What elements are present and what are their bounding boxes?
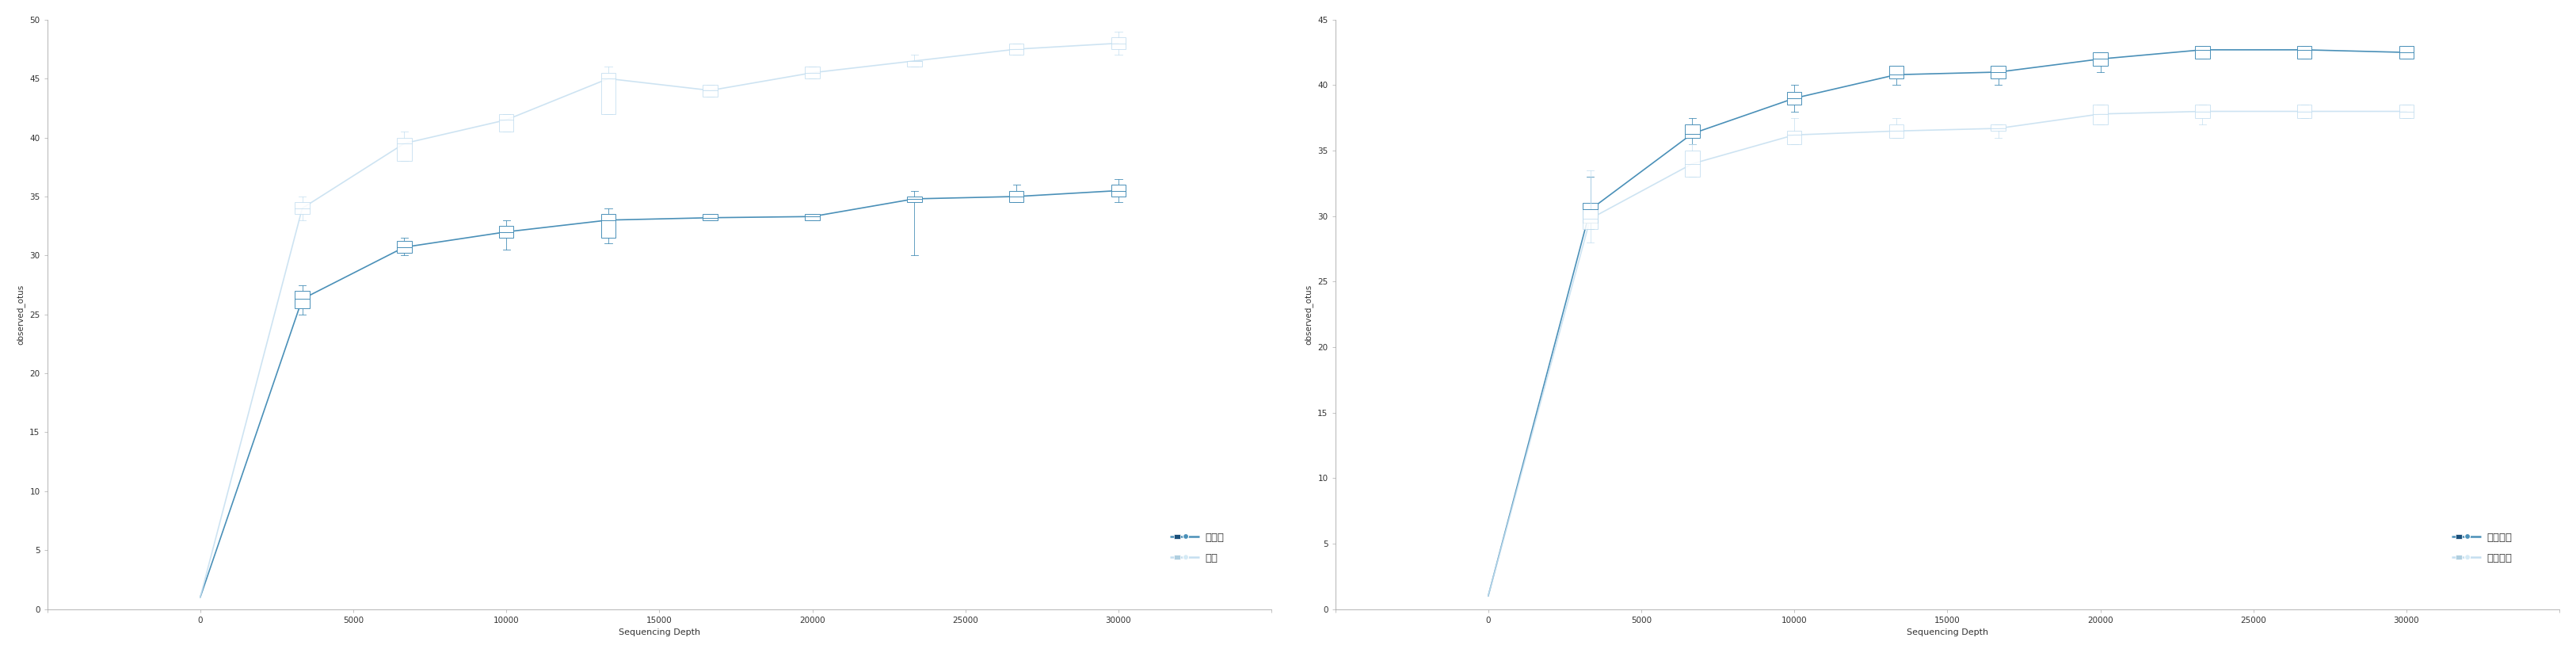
Y-axis label: observed_otus: observed_otus (15, 284, 26, 345)
FancyBboxPatch shape (806, 214, 819, 220)
FancyBboxPatch shape (1110, 37, 1126, 49)
FancyBboxPatch shape (500, 114, 513, 132)
FancyBboxPatch shape (2298, 46, 2311, 59)
FancyBboxPatch shape (2094, 52, 2107, 65)
Legend: 수도권, 전주: 수도권, 전주 (1164, 527, 1229, 569)
FancyBboxPatch shape (1991, 65, 2007, 78)
FancyBboxPatch shape (1110, 185, 1126, 197)
FancyBboxPatch shape (2195, 105, 2210, 118)
FancyBboxPatch shape (1685, 125, 1700, 138)
FancyBboxPatch shape (1991, 125, 2007, 131)
X-axis label: Sequencing Depth: Sequencing Depth (1906, 629, 1989, 637)
Legend: 대형마트, 전통시장: 대형마트, 전통시장 (2447, 527, 2517, 569)
Y-axis label: observed_otus: observed_otus (1303, 284, 1314, 345)
FancyBboxPatch shape (1010, 191, 1023, 202)
FancyBboxPatch shape (703, 84, 719, 96)
FancyBboxPatch shape (1888, 125, 1904, 138)
FancyBboxPatch shape (294, 202, 309, 214)
FancyBboxPatch shape (1582, 210, 1597, 229)
FancyBboxPatch shape (1685, 151, 1700, 177)
FancyBboxPatch shape (2195, 46, 2210, 59)
FancyBboxPatch shape (600, 214, 616, 238)
FancyBboxPatch shape (806, 67, 819, 78)
FancyBboxPatch shape (2094, 105, 2107, 125)
FancyBboxPatch shape (294, 291, 309, 308)
FancyBboxPatch shape (2398, 105, 2414, 118)
FancyBboxPatch shape (1888, 65, 1904, 78)
FancyBboxPatch shape (2298, 105, 2311, 118)
FancyBboxPatch shape (1582, 203, 1597, 223)
FancyBboxPatch shape (1010, 43, 1023, 55)
FancyBboxPatch shape (500, 226, 513, 238)
FancyBboxPatch shape (397, 242, 412, 253)
FancyBboxPatch shape (703, 214, 719, 220)
FancyBboxPatch shape (907, 61, 922, 67)
FancyBboxPatch shape (907, 197, 922, 202)
FancyBboxPatch shape (2398, 46, 2414, 59)
FancyBboxPatch shape (600, 72, 616, 114)
FancyBboxPatch shape (397, 138, 412, 161)
X-axis label: Sequencing Depth: Sequencing Depth (618, 629, 701, 637)
FancyBboxPatch shape (1788, 131, 1801, 144)
FancyBboxPatch shape (1788, 91, 1801, 105)
